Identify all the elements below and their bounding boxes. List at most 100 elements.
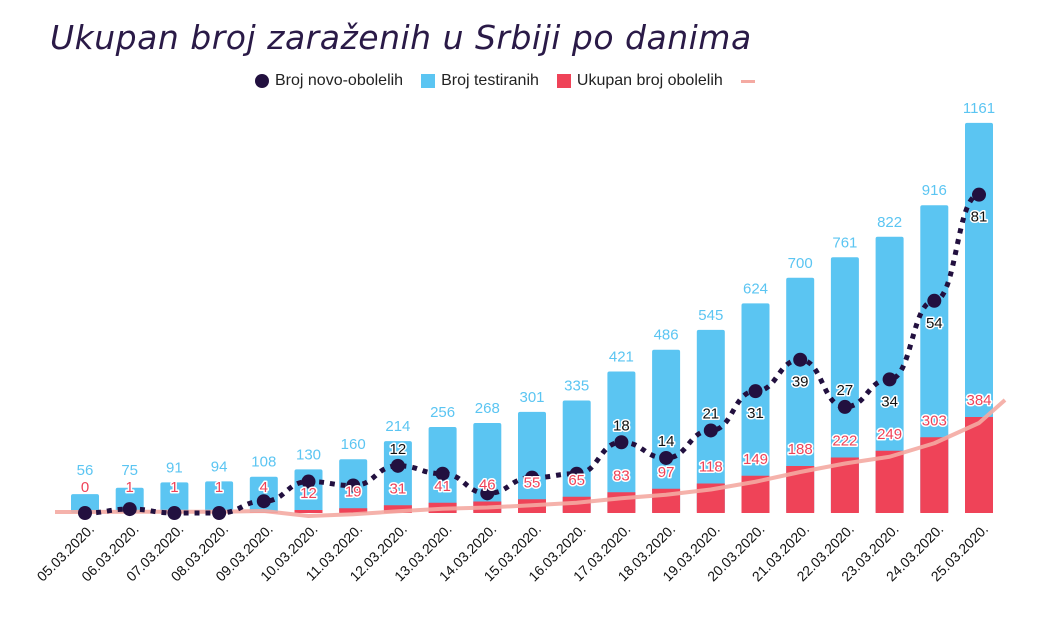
data-label-tested: 624	[743, 280, 768, 297]
new-cases-point	[659, 450, 674, 465]
new-cases-point	[882, 372, 897, 387]
data-label-total: 46	[479, 477, 496, 494]
legend: Broj novo-obolelih Broj testiranih Ukupa…	[255, 72, 755, 90]
data-label-total: 12	[300, 485, 317, 502]
data-label-new: 18	[613, 417, 630, 434]
data-label-tested: 1161	[963, 100, 995, 117]
data-label-tested: 75	[121, 462, 138, 479]
data-label-tested: 268	[475, 400, 500, 417]
new-cases-point	[167, 506, 182, 520]
data-label-tested: 822	[877, 214, 902, 231]
data-label-tested: 130	[296, 446, 321, 463]
new-cases-point	[480, 486, 495, 501]
data-label-tested: 301	[519, 389, 544, 406]
bar-tested	[205, 481, 234, 513]
data-label-new: 54	[926, 315, 943, 332]
bar-tested	[652, 349, 681, 513]
new-cases-point	[212, 506, 227, 520]
data-label-total: 1	[170, 479, 178, 496]
data-label-tested: 421	[609, 349, 634, 366]
bar-total	[920, 437, 949, 513]
data-label-tested: 256	[430, 404, 455, 421]
legend-label-total: Ukupan broj obolelih	[576, 72, 723, 89]
legend-label-tested: Broj testiranih	[441, 72, 539, 89]
data-label-new: 14	[658, 433, 675, 450]
data-label-total: 249	[877, 426, 902, 443]
data-label-tested: 94	[211, 458, 228, 475]
data-label-tested: 108	[251, 454, 276, 471]
bar-tested	[562, 400, 591, 513]
new-cases-point	[972, 187, 986, 202]
new-cases-point	[748, 384, 763, 399]
data-label-tested: 916	[922, 182, 947, 199]
bar-total	[294, 510, 323, 513]
data-label-total: 149	[743, 451, 768, 468]
new-cases-line	[84, 192, 980, 516]
data-label-tested: 486	[654, 327, 679, 344]
data-label-total: 31	[390, 480, 407, 497]
data-label-total: 19	[345, 483, 362, 500]
bar-total	[965, 417, 993, 513]
new-cases-point	[614, 435, 629, 450]
bar-total	[607, 492, 636, 513]
data-label-total: 4	[260, 479, 268, 496]
new-cases-point	[390, 458, 405, 473]
legend-marker-new	[255, 74, 269, 88]
data-label-tested: 56	[77, 462, 94, 479]
data-label-total: 97	[658, 464, 675, 481]
bar-total	[339, 508, 368, 513]
new-cases-point	[927, 293, 942, 308]
new-cases-point	[256, 494, 271, 509]
data-label-tested: 91	[166, 459, 183, 476]
data-label-new: 81	[971, 209, 988, 226]
legend-item-trend	[740, 79, 755, 83]
data-label-total: 65	[568, 472, 585, 489]
legend-label-new: Broj novo-obolelih	[275, 72, 404, 89]
data-label-new: 21	[702, 405, 719, 422]
legend-item-tested: Broj testiranih	[421, 72, 539, 90]
bar-tested	[741, 303, 770, 513]
data-label-new: 34	[881, 393, 898, 410]
trend-line	[55, 398, 1007, 518]
data-label-total: 118	[699, 459, 723, 476]
data-label-total: 1	[126, 479, 134, 496]
data-label-tested: 545	[698, 307, 723, 324]
new-cases-point	[78, 506, 92, 520]
new-cases-point	[346, 478, 361, 493]
new-cases-point	[435, 466, 450, 481]
new-cases-point	[525, 470, 539, 485]
data-label-total: 303	[922, 412, 947, 429]
legend-marker-tested	[421, 74, 436, 88]
bar-tested	[383, 441, 412, 513]
legend-marker-total	[556, 74, 571, 88]
bar-tested	[115, 487, 144, 513]
data-label-new: 27	[837, 382, 854, 399]
data-label-total: 41	[434, 478, 451, 495]
data-label-tested: 335	[564, 377, 589, 394]
bar-total	[875, 450, 904, 513]
new-cases-point	[793, 352, 808, 367]
new-cases-point	[122, 502, 137, 517]
data-label-total: 222	[832, 433, 857, 450]
data-label-tested: 700	[788, 255, 813, 272]
chart-title: Ukupan broj zaraženih u Srbiji po danima	[50, 18, 752, 57]
data-label-total: 1	[215, 479, 223, 496]
bar-tested	[518, 411, 546, 513]
legend-item-total: Ukupan broj obolelih	[556, 72, 723, 90]
legend-marker-trend	[740, 79, 755, 83]
new-cases-point	[837, 399, 852, 414]
data-label-tested: 214	[385, 418, 410, 435]
data-label-tested: 160	[341, 436, 366, 453]
data-label-total: 384	[966, 392, 991, 409]
data-label-new: 39	[792, 374, 809, 391]
bar-tested	[696, 329, 725, 513]
bar-tested	[786, 277, 815, 513]
bar-tested	[830, 257, 859, 513]
data-label-tested: 761	[832, 234, 857, 251]
data-label-total: 0	[81, 479, 89, 496]
data-label-total: 55	[524, 474, 541, 491]
bar-tested	[920, 205, 949, 513]
bar-total	[383, 505, 412, 513]
new-cases-point	[301, 474, 316, 489]
